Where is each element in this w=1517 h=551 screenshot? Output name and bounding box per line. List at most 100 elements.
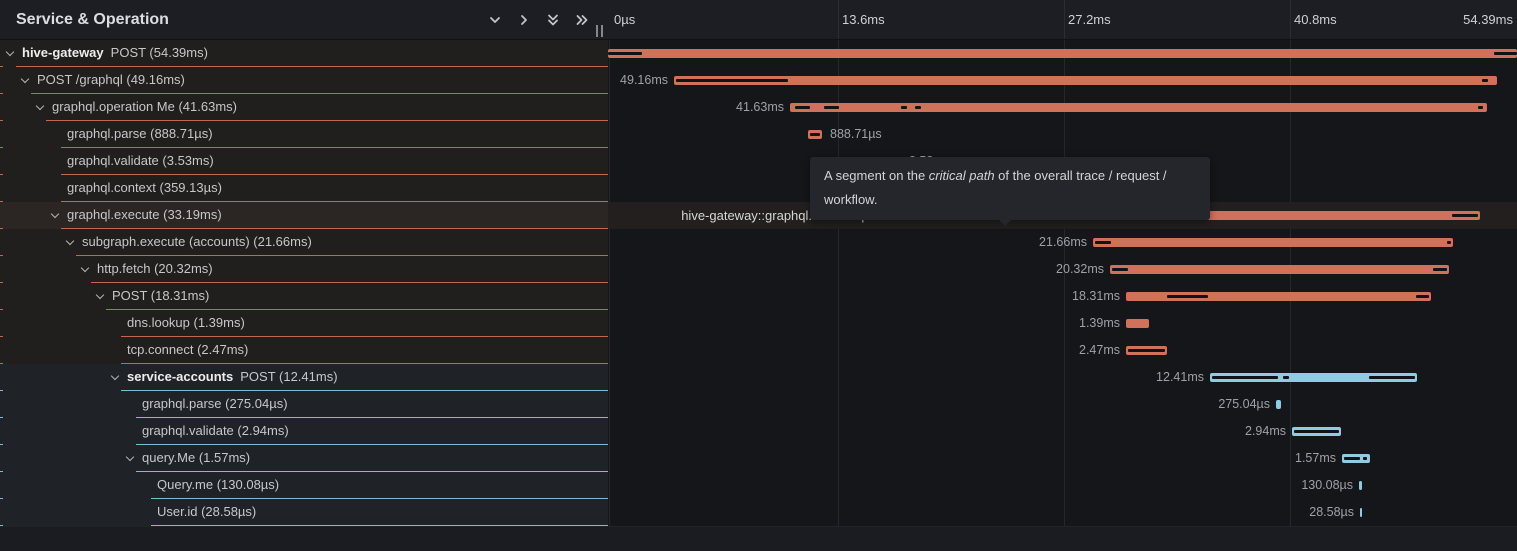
row-separator xyxy=(46,120,608,121)
collapse-chevron-icon[interactable] xyxy=(80,263,90,273)
span-row-left[interactable]: hive-gateway POST (54.39ms) xyxy=(0,40,608,67)
row-separator-edge xyxy=(0,147,3,148)
panel-resize-handle[interactable] xyxy=(593,24,605,38)
span-row-left[interactable]: POST (18.31ms) xyxy=(0,283,608,310)
span-row-left[interactable]: POST /graphql (49.16ms) xyxy=(0,67,608,94)
double-chevron-right-icon[interactable] xyxy=(574,12,590,28)
row-separator-edge xyxy=(0,336,3,337)
row-separator xyxy=(136,444,608,445)
span-duration-label: 49.16ms xyxy=(620,73,668,87)
span-row-timeline: 28.58µs xyxy=(608,499,1517,526)
span-bar[interactable] xyxy=(1126,346,1167,355)
span-bar[interactable] xyxy=(808,130,822,139)
critical-path-segment xyxy=(1128,349,1165,352)
span-label: query.Me (1.57ms) xyxy=(142,450,251,465)
service-name: hive-gateway xyxy=(22,45,104,60)
span-row-left[interactable]: graphql.execute (33.19ms) xyxy=(0,202,608,229)
span-row-left[interactable]: query.Me (1.57ms) xyxy=(0,445,608,472)
collapse-chevron-icon[interactable] xyxy=(5,47,15,57)
span-duration-label: 2.47ms xyxy=(1079,343,1120,357)
row-separator-edge xyxy=(0,390,3,391)
span-duration-label: 1.57ms xyxy=(1295,451,1336,465)
row-separator xyxy=(61,147,608,148)
axis-tick-label: 54.39ms xyxy=(1463,12,1513,27)
row-separator xyxy=(61,201,608,202)
collapse-chevron-icon[interactable] xyxy=(125,452,135,462)
span-row-left[interactable]: subgraph.execute (accounts) (21.66ms) xyxy=(0,229,608,256)
span-label: graphql.parse (275.04µs) xyxy=(142,396,288,411)
span-row-timeline: 1.39ms xyxy=(608,310,1517,337)
service-operation-panel: Service & Operation hive-gateway POST (54… xyxy=(0,0,608,526)
span-row-timeline xyxy=(608,40,1517,67)
critical-path-segment xyxy=(1452,214,1478,217)
collapse-chevron-icon[interactable] xyxy=(95,290,105,300)
span-bar[interactable] xyxy=(1342,454,1370,463)
span-row-left[interactable]: http.fetch (20.32ms) xyxy=(0,256,608,283)
span-row-timeline: 275.04µs xyxy=(608,391,1517,418)
axis-tick-label: 13.6ms xyxy=(842,12,885,27)
span-row-timeline: 2.47ms xyxy=(608,337,1517,364)
span-bar[interactable] xyxy=(1110,265,1449,274)
tooltip-arrow xyxy=(998,219,1012,226)
span-duration-label: 275.04µs xyxy=(1218,397,1270,411)
span-bar[interactable] xyxy=(608,49,1517,58)
span-label: tcp.connect (2.47ms) xyxy=(127,342,249,357)
span-row-left[interactable]: graphql.operation Me (41.63ms) xyxy=(0,94,608,121)
span-row-left[interactable]: graphql.validate (2.94ms) xyxy=(0,418,608,445)
span-bar[interactable] xyxy=(1126,292,1431,301)
span-row-left[interactable]: Query.me (130.08µs) xyxy=(0,472,608,499)
row-separator-edge xyxy=(0,282,3,283)
critical-path-segment xyxy=(1095,241,1111,244)
span-row-left[interactable]: graphql.validate (3.53ms) xyxy=(0,148,608,175)
span-duration-label: 18.31ms xyxy=(1072,289,1120,303)
span-label: POST (18.31ms) xyxy=(112,288,210,303)
span-bar[interactable] xyxy=(1359,481,1362,490)
timeline-gridline xyxy=(609,40,610,526)
chevron-right-icon[interactable] xyxy=(516,12,532,28)
span-duration-label: 28.58µs xyxy=(1309,505,1354,519)
axis-tick-line xyxy=(1064,0,1065,39)
axis-tick-label: 40.8ms xyxy=(1294,12,1337,27)
row-separator xyxy=(136,471,608,472)
span-row-left[interactable]: User.id (28.58µs) xyxy=(0,499,608,526)
row-separator xyxy=(91,282,608,283)
span-label: graphql.execute (33.19ms) xyxy=(67,207,222,222)
service-name: service-accounts xyxy=(127,369,234,384)
span-bar[interactable] xyxy=(1292,427,1341,436)
row-separator xyxy=(61,228,608,229)
span-duration-label: 41.63ms xyxy=(736,100,784,114)
row-separator-edge xyxy=(0,498,3,499)
collapse-chevron-icon[interactable] xyxy=(35,101,45,111)
span-row-left[interactable]: graphql.parse (275.04µs) xyxy=(0,391,608,418)
span-tree: hive-gateway POST (54.39ms) POST /graphql … xyxy=(0,40,608,526)
span-bar[interactable] xyxy=(790,103,1487,112)
span-bar[interactable] xyxy=(1360,508,1362,517)
span-bar[interactable] xyxy=(1093,238,1453,247)
span-row-left[interactable]: graphql.context (359.13µs) xyxy=(0,175,608,202)
span-row-left[interactable]: graphql.parse (888.71µs) xyxy=(0,121,608,148)
timeline-panel: 0µs 13.6ms 27.2ms 40.8ms 54.39ms 49.16ms 41.6… xyxy=(608,0,1517,526)
span-row-timeline: 12.41ms xyxy=(608,364,1517,391)
row-separator xyxy=(151,525,608,526)
span-row-left[interactable]: tcp.connect (2.47ms) xyxy=(0,337,608,364)
span-bar[interactable] xyxy=(1126,319,1149,328)
span-bar[interactable] xyxy=(1276,400,1281,409)
collapse-chevron-icon[interactable] xyxy=(20,74,30,84)
row-separator-edge xyxy=(0,363,3,364)
collapse-chevron-icon[interactable] xyxy=(50,209,60,219)
span-row-left[interactable]: service-accounts POST (12.41ms) xyxy=(0,364,608,391)
chevron-down-icon[interactable] xyxy=(487,12,503,28)
row-separator xyxy=(76,255,608,256)
critical-path-segment xyxy=(1212,376,1278,379)
collapse-chevron-icon[interactable] xyxy=(65,236,75,246)
row-separator-edge xyxy=(0,66,3,67)
double-chevron-down-icon[interactable] xyxy=(545,12,561,28)
span-label: Query.me (130.08µs) xyxy=(157,477,280,492)
collapse-chevron-icon[interactable] xyxy=(110,371,120,381)
tooltip-text-line2: workflow. xyxy=(824,192,878,207)
axis-tick-label: 0µs xyxy=(614,12,636,27)
timeline-gridline xyxy=(1290,40,1291,526)
span-bar[interactable] xyxy=(1210,373,1417,382)
span-bar[interactable] xyxy=(674,76,1497,85)
span-row-left[interactable]: dns.lookup (1.39ms) xyxy=(0,310,608,337)
